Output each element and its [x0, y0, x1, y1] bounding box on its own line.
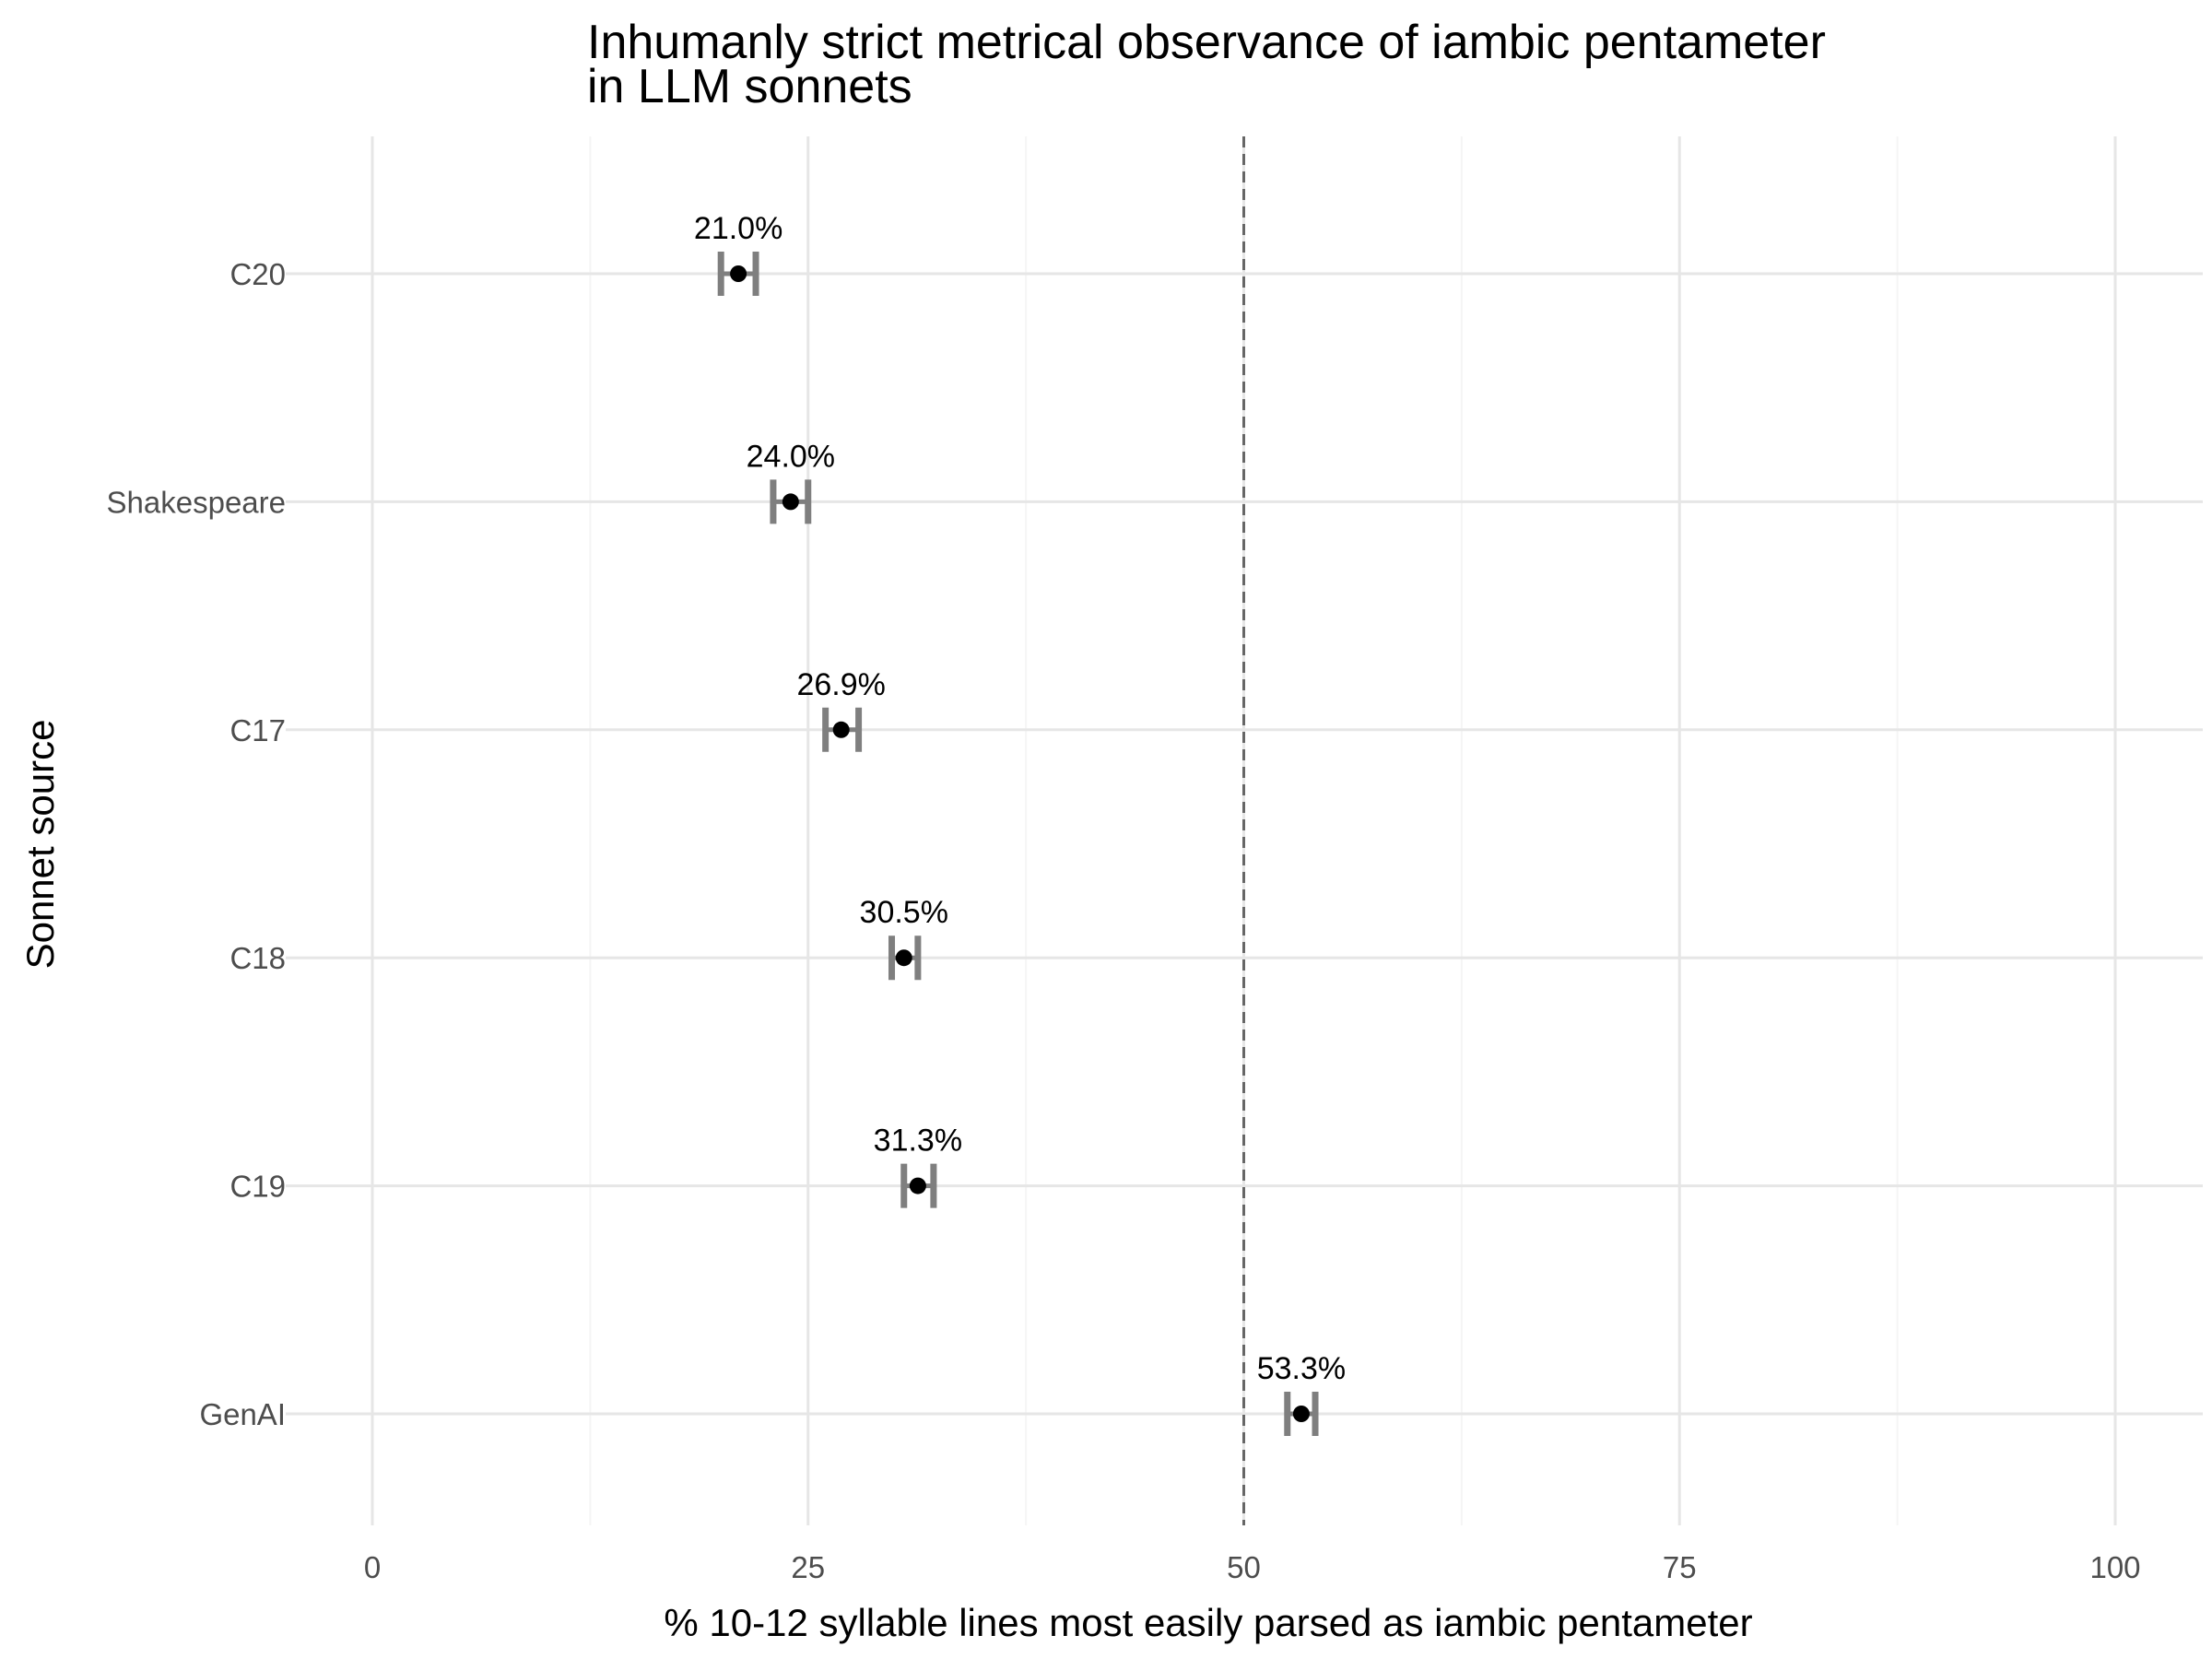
grid-lines	[286, 136, 2203, 1525]
x-tick-label: 75	[1663, 1550, 1697, 1584]
data-point	[1292, 1406, 1310, 1422]
data-label: 30.5%	[860, 895, 948, 930]
y-axis-title: Sonnet source	[18, 720, 62, 970]
x-tick-label: 25	[791, 1550, 825, 1584]
x-tick-labels: 0 25 50 75 100	[364, 1550, 2141, 1584]
data-label: 26.9%	[796, 667, 885, 702]
chart-subtitle: in LLM sonnets	[587, 60, 912, 113]
y-tick-label: GenAI	[199, 1397, 286, 1431]
data-point	[909, 1177, 926, 1194]
y-tick-label: Shakespeare	[107, 485, 286, 519]
x-tick-label: 50	[1227, 1550, 1261, 1584]
data-point	[730, 265, 747, 282]
data-label: 31.3%	[874, 1124, 962, 1159]
y-tick-label: C18	[229, 941, 286, 975]
y-tick-label: C20	[229, 257, 286, 291]
x-axis-title: % 10-12 syllable lines most easily parse…	[664, 1601, 1752, 1644]
x-tick-label: 100	[2089, 1550, 2140, 1584]
data-marks: 21.0% 24.0% 26.9% 30.5% 31.3% 53.3%	[694, 211, 1346, 1436]
chart-title: Inhumanly strict metrical observance of …	[587, 16, 1826, 69]
data-label: 21.0%	[694, 211, 782, 246]
y-tick-label: C17	[229, 713, 286, 747]
data-point	[895, 949, 912, 967]
y-tick-label: C19	[229, 1170, 286, 1204]
y-tick-labels: C20 Shakespeare C17 C18 C19 GenAI	[107, 257, 286, 1431]
data-point	[832, 721, 850, 738]
data-label: 53.3%	[1257, 1351, 1346, 1386]
x-tick-label: 0	[364, 1550, 381, 1584]
data-label: 24.0%	[747, 439, 835, 474]
data-point	[782, 493, 799, 511]
